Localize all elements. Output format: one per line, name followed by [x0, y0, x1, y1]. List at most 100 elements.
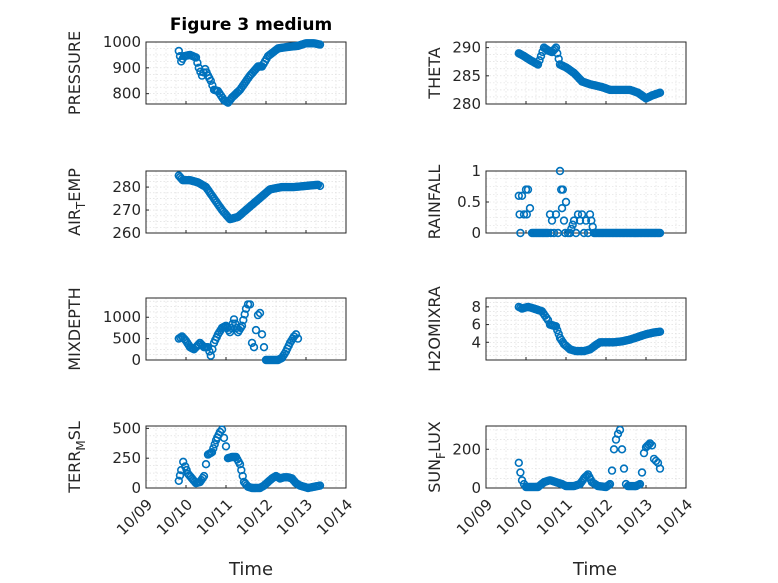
x-tick-label: 10/09	[453, 496, 496, 539]
data-point	[558, 185, 567, 194]
data-point	[605, 479, 615, 489]
data-series	[174, 425, 325, 493]
data-point	[655, 464, 665, 473]
data-point	[516, 228, 525, 238]
data-point	[315, 181, 325, 191]
y-tick-label: 1000	[103, 33, 141, 51]
y-axis-label: THETA	[425, 47, 444, 99]
y-axis-label: H2OMIXRA	[425, 286, 444, 372]
data-point	[247, 338, 257, 348]
data-point	[645, 439, 655, 448]
y-tick-label: 500	[112, 330, 141, 348]
y-tick-label: 280	[112, 178, 141, 196]
data-point	[579, 228, 589, 238]
axes-border	[485, 41, 687, 105]
axes-border	[145, 41, 347, 105]
data-point	[203, 343, 213, 352]
data-point	[199, 471, 209, 481]
data-point	[240, 310, 249, 319]
data-point	[647, 441, 657, 450]
data-point	[551, 43, 561, 52]
data-point	[193, 58, 202, 67]
y-tick-label: 250	[112, 449, 141, 467]
figure-title: Figure 3 medium	[170, 15, 332, 35]
data-point	[536, 51, 546, 61]
data-point	[516, 468, 525, 477]
data-point	[553, 326, 562, 335]
data-point	[517, 191, 527, 201]
data-point	[522, 210, 531, 219]
data-point	[555, 166, 565, 176]
data-point	[293, 334, 303, 343]
y-tick-label: 6	[471, 316, 481, 334]
y-tick-label: 8	[471, 298, 481, 316]
data-point	[174, 46, 184, 56]
data-point	[619, 464, 629, 473]
data-point	[175, 471, 185, 480]
y-tick-label: 290	[452, 39, 481, 57]
data-point	[179, 457, 188, 466]
data-point	[551, 210, 561, 219]
x-tick-label: 10/14	[313, 496, 356, 539]
data-point	[289, 332, 299, 341]
data-point	[219, 433, 229, 443]
data-point	[617, 445, 627, 454]
subplot-rainfall: 0 0.5 1 RAINFALL	[425, 162, 687, 242]
axes-frame	[485, 170, 687, 234]
data-point	[257, 330, 267, 339]
data-point	[217, 425, 227, 434]
x-tick-label: 10/13	[613, 496, 656, 539]
data-series	[514, 43, 665, 103]
y-tick-label: 0	[131, 479, 141, 497]
data-point	[239, 315, 248, 325]
data-point	[259, 343, 269, 352]
y-tick-label: 1000	[103, 308, 141, 326]
subplot-pressure: 800 900 1000 PRESSURE	[65, 31, 347, 115]
data-point	[523, 185, 533, 194]
y-tick-label: 260	[112, 224, 141, 242]
data-point	[635, 479, 645, 489]
data-point	[568, 220, 577, 229]
data-point	[553, 49, 562, 58]
data-point	[210, 440, 219, 449]
data-point	[557, 204, 567, 213]
y-tick-label: 0	[471, 479, 481, 497]
data-point	[547, 216, 557, 225]
x-tick-label: 10/11	[193, 496, 236, 539]
y-tick-label: 500	[112, 419, 141, 437]
y-tick-label: 200	[452, 440, 481, 458]
data-series	[514, 166, 665, 238]
data-point	[615, 425, 625, 435]
y-axis-label: PRESSURE	[65, 31, 84, 115]
x-axis-label-right: Time	[572, 559, 617, 580]
data-point	[174, 476, 184, 485]
data-point	[315, 481, 325, 490]
y-tick-label: 0.5	[457, 193, 481, 211]
data-point	[571, 228, 581, 238]
subplot-h2omixra: 468 H2OMIXRA	[425, 286, 687, 372]
data-point	[291, 330, 301, 339]
data-point	[251, 325, 261, 335]
data-point	[651, 456, 661, 466]
data-point	[315, 40, 325, 49]
x-tick-label: 10/10	[493, 496, 536, 539]
data-point	[581, 216, 591, 225]
data-point	[221, 442, 231, 451]
x-tick-label: 10/12	[233, 496, 276, 539]
y-axis-label: AIRTEMP	[65, 168, 88, 236]
data-point	[655, 88, 665, 97]
data-series	[514, 302, 665, 356]
data-point	[637, 468, 647, 477]
data-point	[560, 228, 570, 238]
data-series	[514, 425, 665, 492]
axes-border	[145, 170, 347, 234]
data-point	[607, 466, 617, 475]
y-tick-label: 280	[452, 95, 481, 113]
y-tick-label: 0	[131, 351, 141, 369]
y-axis-label: MIXDEPTH	[65, 287, 84, 370]
x-tick-label: 10/12	[573, 496, 616, 539]
